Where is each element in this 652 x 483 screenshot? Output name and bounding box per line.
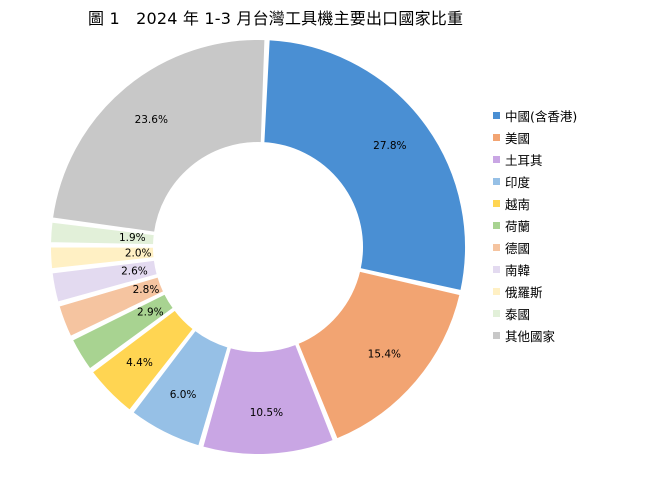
donut-slice-10: [49, 220, 156, 247]
data-label-slice-3: 10.5%: [250, 407, 283, 419]
legend-swatch: [493, 177, 500, 185]
legend-item-slice-8: 南韓: [493, 258, 577, 280]
donut-slice-2: [296, 269, 462, 441]
legend-label: 泰國: [505, 306, 531, 322]
legend-swatch: [493, 199, 500, 207]
donut-slice-6: [70, 292, 176, 371]
legend-label: 其他國家: [505, 328, 556, 344]
legend-item-slice-7: 德國: [493, 236, 577, 258]
data-label-slice-10: 1.9%: [119, 232, 146, 244]
legend-swatch: [493, 155, 500, 163]
legend-item-slice-6: 荷蘭: [493, 214, 577, 236]
legend-label: 土耳其: [505, 152, 543, 168]
donut-slice-11: [50, 38, 267, 234]
data-label-slice-1: 27.8%: [373, 140, 406, 152]
legend-item-slice-2: 美國: [493, 126, 577, 148]
donut-slice-1: [262, 38, 467, 293]
legend-swatch: [493, 309, 500, 317]
legend-item-slice-1: 中國(含香港): [493, 104, 577, 126]
legend-label: 印度: [505, 174, 531, 190]
legend-label: 美國: [505, 130, 531, 146]
legend-swatch: [493, 287, 500, 295]
legend-swatch: [493, 243, 500, 251]
legend-label: 荷蘭: [505, 218, 531, 234]
legend-swatch: [493, 331, 500, 339]
donut-slices: [49, 38, 467, 456]
donut-slice-labels: 27.8% 15.4% 10.5% 6.0% 4.4% 2.9% 2.8% 2.6% 2.0% 1…: [119, 114, 407, 419]
legend-swatch: [493, 111, 500, 119]
legend-item-slice-10: 泰國: [493, 302, 577, 324]
legend-label: 德國: [505, 240, 531, 256]
legend-item-slice-9: 俄羅斯: [493, 280, 577, 302]
legend-swatch: [493, 133, 500, 141]
legend-item-slice-3: 土耳其: [493, 148, 577, 170]
data-label-slice-5: 4.4%: [126, 357, 153, 369]
data-label-slice-6: 2.9%: [137, 306, 164, 318]
chart-legend: 中國(含香港) 美國土耳其印度越南荷蘭德國南韓俄羅斯泰國其他國家: [493, 104, 577, 346]
donut-slice-3: [200, 342, 336, 456]
legend-swatch: [493, 221, 500, 229]
donut-slice-5: [90, 308, 196, 413]
legend-item-slice-4: 印度: [493, 170, 577, 192]
legend-label: 中國(含香港): [505, 108, 578, 124]
chart-title: 圖 1 2024 年 1-3 月台灣工具機主要出口國家比重: [88, 9, 464, 28]
donut-slice-4: [130, 328, 230, 448]
donut-slice-9: [49, 245, 156, 271]
legend-item-slice-5: 越南: [493, 192, 577, 214]
donut-slice-8: [50, 258, 160, 304]
legend-label: 南韓: [505, 262, 531, 278]
data-label-slice-9: 2.0%: [125, 247, 152, 259]
data-label-slice-8: 2.6%: [121, 266, 148, 278]
data-label-slice-7: 2.8%: [133, 284, 160, 296]
legend-label: 俄羅斯: [505, 284, 543, 300]
donut-slice-7: [57, 275, 166, 339]
legend-item-slice-11: 其他國家: [493, 324, 577, 346]
legend-label: 越南: [505, 196, 531, 212]
data-label-slice-4: 6.0%: [170, 389, 197, 401]
data-label-slice-11: 23.6%: [135, 114, 168, 126]
data-label-slice-2: 15.4%: [368, 349, 401, 361]
legend-swatch: [493, 265, 500, 273]
